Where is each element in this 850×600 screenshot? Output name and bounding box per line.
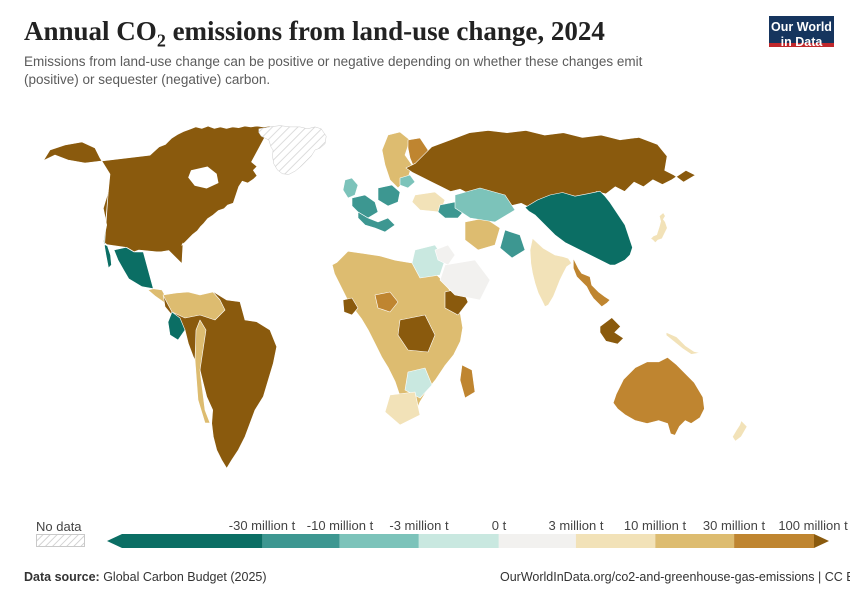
svg-text:0 t: 0 t xyxy=(492,519,507,533)
svg-text:10 million t: 10 million t xyxy=(624,519,687,533)
svg-text:-30 million t: -30 million t xyxy=(229,519,296,533)
svg-text:30 million t: 30 million t xyxy=(703,519,766,533)
svg-text:100 million t: 100 million t xyxy=(778,519,848,533)
svg-text:3 million t: 3 million t xyxy=(549,519,604,533)
svg-text:-3 million t: -3 million t xyxy=(389,519,449,533)
svg-text:-10 million t: -10 million t xyxy=(307,519,374,533)
